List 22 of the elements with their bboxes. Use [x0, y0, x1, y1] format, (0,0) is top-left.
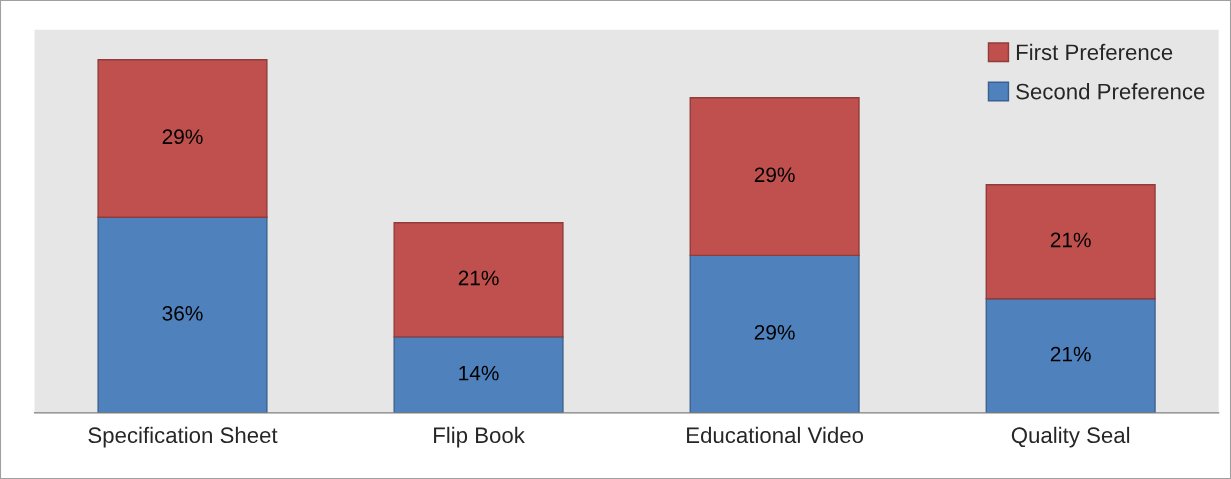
bar [985, 183, 1156, 300]
data-label: 21% [1050, 346, 1091, 362]
data-label: 21% [458, 270, 499, 286]
bar [97, 216, 268, 413]
data-label: 14% [459, 365, 499, 381]
data-label: 36% [162, 305, 203, 321]
legend-label: Second Preference [1016, 83, 1205, 100]
bar [985, 298, 1156, 413]
bar [393, 222, 564, 338]
data-label: 21% [1050, 232, 1091, 248]
data-label: 29% [754, 167, 795, 183]
bar [393, 336, 564, 413]
x-tick-label: Quality Seal [1011, 426, 1130, 448]
bar [97, 59, 268, 218]
x-tick-label: Flip Book [434, 426, 525, 448]
legend-label: First Preference [1016, 43, 1173, 61]
data-label: 29% [754, 324, 795, 340]
bar [689, 254, 860, 413]
bar [689, 97, 860, 257]
x-tick-label: Educational Video [687, 426, 864, 444]
data-label: 29% [162, 129, 203, 145]
x-tick-label: Specification Sheet [88, 426, 278, 448]
